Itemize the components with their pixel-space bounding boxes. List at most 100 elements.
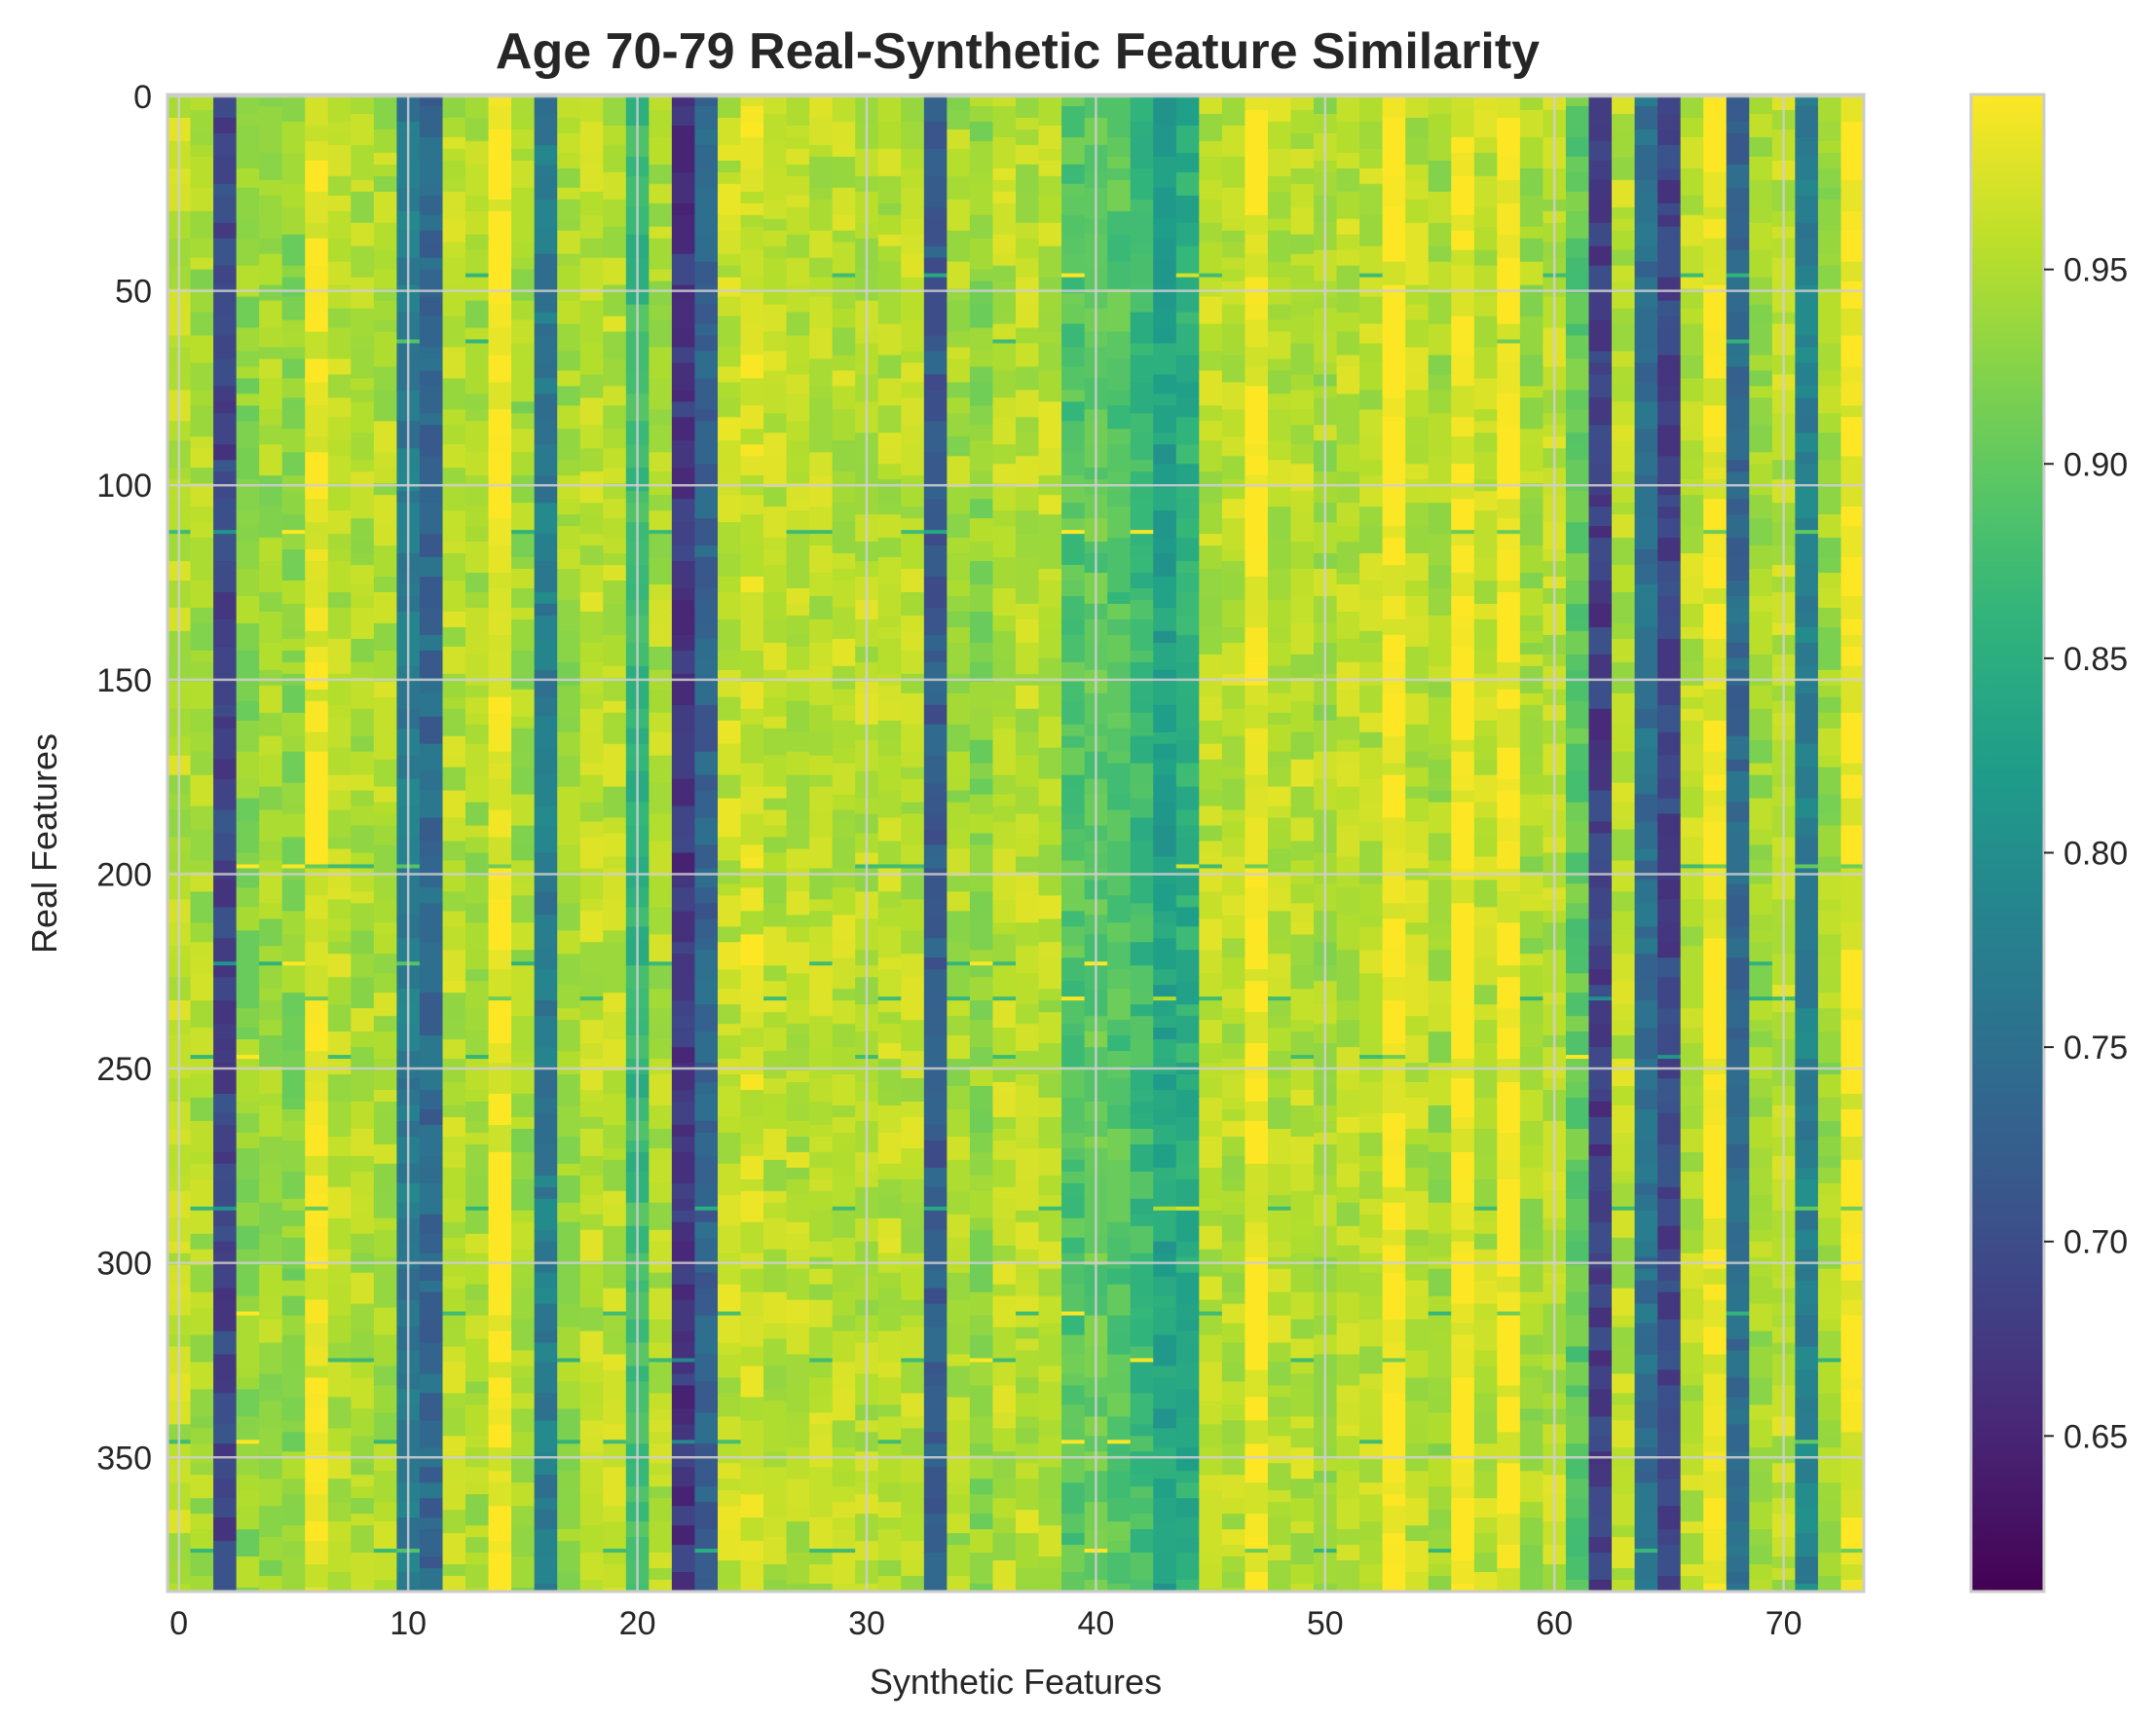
heatmap-cell — [511, 269, 536, 302]
heatmap-cell — [1290, 817, 1315, 843]
heatmap-cell — [1497, 549, 1521, 581]
heatmap-cell — [786, 312, 810, 337]
heatmap-cell — [1428, 638, 1452, 667]
heatmap-cell — [694, 187, 719, 208]
heatmap-cell — [1359, 183, 1384, 216]
heatmap-cell — [877, 1529, 902, 1561]
heatmap-cell — [992, 774, 1017, 796]
heatmap-cell — [1016, 129, 1040, 146]
heatmap-cell — [1519, 954, 1544, 966]
heatmap-cell — [1107, 1416, 1132, 1441]
heatmap-cell — [1565, 821, 1590, 854]
heatmap-cell — [373, 1334, 397, 1367]
heatmap-cell — [1199, 825, 1223, 843]
heatmap-cell — [1588, 561, 1613, 581]
heatmap-cell — [534, 581, 558, 593]
heatmap-cell — [1726, 1556, 1750, 1573]
heatmap-cell — [1657, 1385, 1682, 1409]
heatmap-cell — [1612, 113, 1636, 131]
heatmap-cell — [351, 954, 375, 978]
heatmap-cell — [1565, 603, 1590, 620]
heatmap-cell — [923, 218, 948, 247]
heatmap-cell — [351, 1475, 375, 1487]
heatmap-cell — [1634, 774, 1658, 796]
heatmap-cell — [1199, 1521, 1223, 1542]
heatmap-cell — [923, 1206, 948, 1212]
heatmap-cell — [1451, 1334, 1475, 1352]
heatmap-cell — [832, 386, 856, 410]
heatmap-cell — [259, 735, 283, 757]
heatmap-cell — [947, 693, 971, 726]
heatmap-cell — [442, 1249, 466, 1266]
heatmap-cell — [809, 144, 834, 158]
heatmap-cell — [923, 755, 948, 784]
heatmap-cell — [327, 132, 352, 146]
heatmap-cell — [947, 1272, 971, 1301]
heatmap-cell — [1107, 1584, 1132, 1592]
heatmap-cell — [1016, 891, 1040, 923]
heatmap-cell — [1726, 1221, 1750, 1243]
heatmap-cell — [1519, 825, 1544, 858]
heatmap-cell — [969, 405, 994, 426]
heatmap-cell — [419, 1568, 444, 1592]
heatmap-cell — [992, 1327, 1017, 1360]
heatmap-cell — [351, 735, 375, 753]
heatmap-cell — [1565, 728, 1590, 745]
heatmap-cell — [534, 969, 558, 982]
heatmap-cell — [1473, 296, 1498, 318]
heatmap-cell — [1245, 1572, 1269, 1592]
heatmap-cell — [947, 175, 971, 201]
heatmap-cell — [694, 1221, 719, 1239]
heatmap-cell — [1359, 362, 1384, 392]
heatmap-cell — [1405, 1319, 1430, 1352]
heatmap-cell — [923, 957, 948, 970]
heatmap-cell — [327, 1397, 352, 1429]
heatmap-cell — [1061, 1533, 1086, 1546]
heatmap-cell — [740, 277, 764, 294]
heatmap-cell — [969, 425, 994, 441]
heatmap-cell — [1336, 312, 1360, 333]
heatmap-cell — [832, 821, 856, 839]
heatmap-cell — [1428, 191, 1452, 224]
heatmap-cell — [1107, 471, 1132, 492]
heatmap-cell — [236, 1225, 260, 1251]
heatmap-cell — [1336, 234, 1360, 251]
heatmap-cell — [786, 634, 810, 648]
heatmap-cell — [1016, 708, 1040, 733]
heatmap-cell — [1588, 887, 1613, 908]
heatmap-cell — [1038, 288, 1062, 314]
heatmap-cell — [1382, 226, 1406, 251]
heatmap-cell — [213, 880, 238, 908]
heatmap-cell — [1016, 432, 1040, 457]
heatmap-cell — [1473, 1533, 1498, 1554]
heatmap-cell — [786, 362, 810, 376]
heatmap-cell — [1199, 1299, 1223, 1313]
heatmap-cell — [992, 265, 1017, 282]
heatmap-cell — [1657, 179, 1682, 205]
heatmap-cell — [1336, 265, 1360, 290]
heatmap-cell — [1016, 1004, 1040, 1025]
heatmap-cell — [603, 226, 627, 259]
heatmap-cell — [1336, 926, 1360, 951]
heatmap-cell — [442, 1264, 466, 1278]
heatmap-cell — [1680, 195, 1704, 216]
heatmap-cell — [1245, 1514, 1269, 1538]
heatmap-cell — [1657, 813, 1682, 839]
heatmap-cell — [213, 94, 238, 119]
heatmap-cell — [809, 534, 834, 546]
heatmap-cell — [1130, 903, 1154, 916]
heatmap-cell — [281, 530, 306, 535]
heatmap-cell — [1267, 805, 1292, 819]
heatmap-cell — [1497, 661, 1521, 691]
heatmap-cell — [832, 989, 856, 1001]
heatmap-cell — [1703, 238, 1728, 267]
heatmap-cell — [786, 657, 810, 671]
heatmap-cell — [694, 129, 719, 146]
heatmap-cell — [534, 1362, 558, 1394]
heatmap-cell — [763, 1202, 788, 1219]
heatmap-cell — [832, 370, 856, 388]
heatmap-cell — [442, 444, 466, 468]
heatmap-cell — [1290, 94, 1315, 111]
heatmap-cell — [511, 257, 536, 271]
heatmap-cell — [1336, 973, 1360, 1001]
